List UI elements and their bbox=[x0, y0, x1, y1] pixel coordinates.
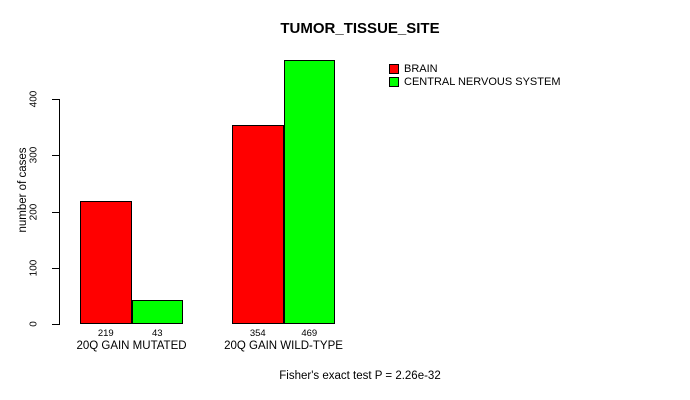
legend-swatch bbox=[389, 76, 399, 87]
bar bbox=[131, 300, 183, 324]
bar-value-label: 469 bbox=[301, 328, 318, 339]
bar bbox=[232, 125, 284, 324]
y-tick-label: 200 bbox=[28, 203, 40, 220]
bar-value-label: 43 bbox=[151, 328, 163, 339]
y-axis-line bbox=[59, 99, 60, 325]
y-axis-label: number of cases bbox=[17, 147, 29, 233]
legend-row: CENTRAL NERVOUS SYSTEM bbox=[389, 75, 560, 88]
legend-swatch bbox=[389, 63, 399, 74]
y-tick-label: 400 bbox=[28, 90, 40, 108]
stats-footer: Fisher's exact test P = 2.26e-32 bbox=[279, 370, 441, 382]
legend: BRAIN CENTRAL NERVOUS SYSTEM bbox=[389, 62, 560, 88]
y-tick-label: 100 bbox=[28, 259, 40, 277]
chart-title: TUMOR_TISSUE_SITE bbox=[280, 20, 440, 37]
bar-value-label: 219 bbox=[97, 328, 114, 339]
y-tick bbox=[52, 211, 59, 213]
y-tick bbox=[52, 324, 59, 325]
legend-label: BRAIN bbox=[404, 62, 438, 75]
legend-label: CENTRAL NERVOUS SYSTEM bbox=[404, 75, 561, 88]
y-tick-label: 0 bbox=[28, 321, 40, 327]
y-tick bbox=[52, 99, 59, 100]
y-tick bbox=[52, 155, 59, 157]
y-tick-label: 300 bbox=[28, 146, 40, 164]
bar bbox=[80, 201, 132, 324]
category-label: 20Q GAIN WILD-TYPE bbox=[224, 340, 343, 352]
category-label: 20Q GAIN MUTATED bbox=[76, 340, 187, 352]
bar bbox=[283, 60, 335, 324]
bar-value-label: 354 bbox=[249, 328, 266, 339]
legend-row: BRAIN bbox=[389, 62, 560, 75]
y-tick bbox=[52, 267, 59, 269]
